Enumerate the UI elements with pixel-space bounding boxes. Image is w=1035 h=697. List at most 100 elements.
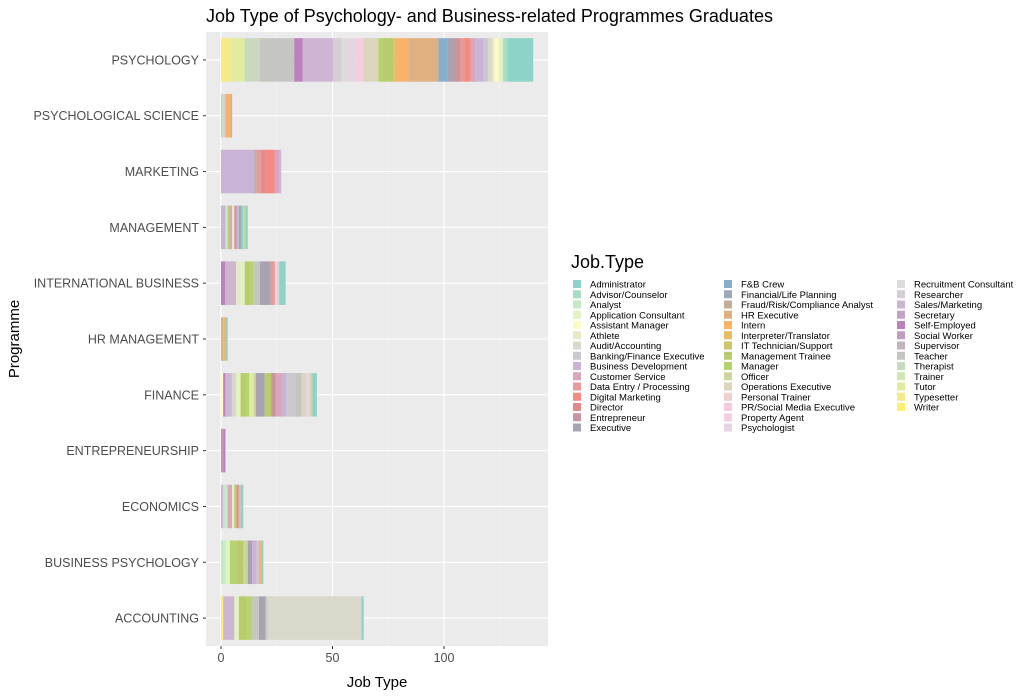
bar-segment: FINANCE — Administrator [312,373,317,417]
bar-segment: INTERNATIONAL BUSINESS — Executive [259,261,271,305]
bar-segment: ECONOMICS — Analyst [223,484,228,529]
bar-segment: FINANCE — Management Trainee [264,373,272,417]
bar-segment: FINANCE — Application Consultant [236,373,241,417]
bar-segment: MANAGEMENT — Customer Service [229,205,233,250]
bar-segment: ACCOUNTING — Teacher [252,596,259,640]
legend-swatch [573,300,581,309]
bar-segment: BUSINESS PSYCHOLOGY — Business Developme… [252,540,257,585]
legend-swatch [724,372,732,381]
bar-segment: MARKETING — Data Entry / Processing [256,149,262,194]
bar-segment: PSYCHOLOGY — Business Development [475,38,484,82]
bar-segment: FINANCE — Psychologist [305,373,311,417]
bar-segment: ACCOUNTING — Application Consultant [234,596,239,640]
bar-segment: MARKETING — Sales/Marketing [278,149,282,194]
legend-swatch [724,300,732,309]
legend-swatch [897,403,905,411]
legend-swatch [724,423,732,432]
legend-label: Officer [741,372,769,383]
y-tick-label: MANAGEMENT [109,221,199,235]
bar-segment: INTERNATIONAL BUSINESS — Data Entry / Pr… [270,261,275,305]
y-tick-label: PSYCHOLOGY [111,53,199,67]
bar-segment: PSYCHOLOGY — Athlete [492,38,495,82]
bar-segment: FINANCE — Assistant Manager [221,373,224,417]
legend-label: Management Trainee [741,351,831,362]
bar-segment: MARKETING — Business Development [221,149,255,194]
bar-segment: MANAGEMENT — Financial/Life Planning [238,205,242,250]
legend-swatch [897,280,905,288]
bar-segment: MARKETING — Fraud/Risk/Compliance Analys… [254,149,257,194]
bar-segment: PSYCHOLOGY — Recruitment Consultant [341,38,349,82]
legend-label: Intern [741,321,765,332]
legend-label: F&B Crew [741,280,784,291]
bar-segment: MANAGEMENT — Athlete [232,205,235,250]
legend-label: Researcher [914,290,963,301]
legend-swatch [897,310,905,319]
legend-swatch [573,403,581,411]
bar-segment: ACCOUNTING — Banking/Finance Executive [265,596,268,640]
legend-label: Sales/Marketing [914,300,982,311]
y-tick-labels: PSYCHOLOGY PSYCHOLOGICAL SCIENCE MARKETING… [33,53,206,626]
legend-swatch [897,372,905,381]
bar-segment: FINANCE — Entrepreneur [271,373,276,417]
bar-segment: BUSINESS PSYCHOLOGY — Manager [229,540,237,585]
bar-segment: PSYCHOLOGY — Data Entry / Processing [459,38,465,82]
bar-segment: PSYCHOLOGY — F&B Crew [438,38,448,82]
legend-swatch [573,372,581,381]
bar-segment: BUSINESS PSYCHOLOGY — Management Trainee [236,540,244,585]
bar-segment: PSYCHOLOGY — Therapist [244,38,260,82]
bar-segment: PSYCHOLOGY — PR/Social Media Executive [356,38,364,82]
legend-swatch [724,403,732,411]
bar-segment: HR MANAGEMENT — HR Executive [221,317,224,361]
bar-segment: ECONOMICS — Director [236,484,239,529]
y-tick-label: INTERNATIONAL BUSINESS [34,277,199,291]
legend-label: Assistant Manager [590,321,669,332]
legend-label: Advisor/Counselor [590,290,668,301]
bar-segment: ECONOMICS — Management Trainee [234,484,237,529]
legend-label: HR Executive [741,310,799,321]
bar-segment: INTERNATIONAL BUSINESS — Application Con… [240,261,245,305]
bar-segment: FINANCE — Customer Service [275,373,283,417]
bar-segment: PSYCHOLOGY — Sales/Marketing [302,38,333,82]
legend-swatch [897,290,905,299]
legend-swatch [573,423,581,432]
legend-swatch [724,341,732,350]
legend-swatch [724,280,732,288]
bar-segment: PSYCHOLOGY — Executive [447,38,454,82]
bar-segment: ECONOMICS — Sales/Marketing [221,484,224,529]
bar-segment: INTERNATIONAL BUSINESS — Teacher [253,261,260,305]
bar-segment: MANAGEMENT — Entrepreneur [234,205,237,250]
bar-segment: ENTREPRENEURSHIP — Self-Employed [223,428,226,473]
bar-segment: ACCOUNTING — Executive [258,596,266,640]
legend-swatch [897,321,905,329]
y-tick-label: ENTREPRENEURSHIP [66,444,199,458]
legend-swatch [724,331,732,340]
legend-swatch [573,351,581,360]
y-tick-label: BUSINESS PSYCHOLOGY [45,556,200,570]
bar-segment: PSYCHOLOGICAL SCIENCE — HR Executive [229,93,233,138]
legend-swatch [897,392,905,401]
legend-label: Digital Marketing [590,392,661,403]
bar-segment: MARKETING — Customer Service [274,149,279,194]
bar-segment: PSYCHOLOGY — Researcher [332,38,342,82]
legend-swatch [573,331,581,340]
legend-swatch [724,290,732,299]
bar-segment: PSYCHOLOGY — Manager [378,38,383,82]
bar-segment: PSYCHOLOGY — Psychologist [348,38,357,82]
legend-label: Social Worker [914,331,973,342]
bar-segment: PSYCHOLOGICAL SCIENCE — Therapist [221,93,224,138]
y-tick-label: PSYCHOLOGICAL SCIENCE [33,109,199,123]
legend-swatch [897,300,905,309]
legend-swatch [724,413,732,422]
bar-segment: PSYCHOLOGY — HR Executive [408,38,439,82]
bar-segment: PSYCHOLOGICAL SCIENCE — Researcher [223,93,226,138]
bar-segment: HR MANAGEMENT — Intern [223,317,226,361]
y-axis-title: Programme [6,300,23,378]
legend-title: Job.Type [571,252,644,272]
legend-label: Executive [590,423,631,434]
legend-swatch [897,341,905,350]
bar-segment: PSYCHOLOGY — Tutor [231,38,245,82]
bar-segment: ACCOUNTING — Audit/Accounting [267,596,362,640]
bar-segment: PSYCHOLOGICAL SCIENCE — Intern [225,93,230,138]
bar-segment: PSYCHOLOGY — Entrepreneur [453,38,460,82]
bar-segment: PSYCHOLOGY — Teacher [259,38,295,82]
